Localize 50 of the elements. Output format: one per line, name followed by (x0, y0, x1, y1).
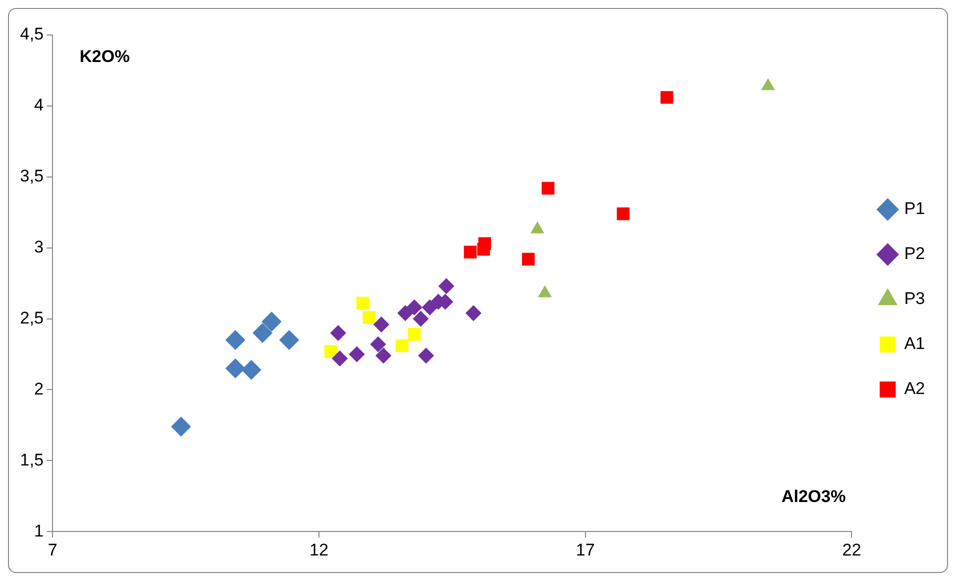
point (262, 312, 282, 332)
y-tick-label: 3 (34, 238, 44, 257)
point (422, 299, 438, 316)
point (397, 305, 414, 322)
point (396, 339, 408, 352)
point (418, 348, 434, 364)
legend-label: P1 (904, 199, 926, 218)
point (408, 328, 421, 341)
point (171, 416, 192, 437)
y-tick-label: 1 (34, 521, 44, 540)
x-tick-label: 7 (48, 540, 58, 560)
legend-label: P3 (904, 289, 926, 308)
point (412, 310, 429, 327)
y-tick-label: 2,5 (20, 308, 44, 328)
point (464, 246, 477, 258)
point (348, 346, 365, 362)
point (332, 350, 348, 366)
y-tick-label: 2 (34, 379, 44, 398)
x-tick-label: 12 (310, 540, 328, 560)
y-tick-label: 4 (34, 96, 44, 115)
point (465, 305, 482, 322)
point (522, 252, 535, 266)
point (225, 358, 246, 378)
x-axis-title: Al2O3% (781, 486, 846, 506)
point (616, 207, 630, 220)
y-axis-title: K2O% (80, 47, 130, 66)
point (373, 316, 390, 332)
point (370, 336, 386, 352)
point (477, 242, 490, 256)
point (241, 360, 262, 380)
point (356, 296, 370, 310)
point (330, 324, 346, 341)
point (660, 91, 674, 104)
point (279, 330, 300, 350)
y-tick-label: 3,5 (20, 166, 44, 186)
y-tick-label: 4,5 (20, 24, 44, 44)
point (438, 278, 454, 294)
legend-label: A1 (904, 334, 926, 354)
point (225, 330, 246, 350)
y-tick-label: 1,5 (20, 450, 44, 470)
point (406, 299, 422, 316)
point (324, 345, 338, 358)
legend-label: P2 (904, 244, 926, 264)
point (362, 310, 376, 324)
point (252, 322, 273, 343)
point (542, 182, 554, 195)
x-tick-label: 22 (842, 540, 862, 560)
legend-label: A2 (904, 379, 926, 398)
x-tick-label: 17 (576, 540, 595, 560)
point (375, 348, 392, 364)
